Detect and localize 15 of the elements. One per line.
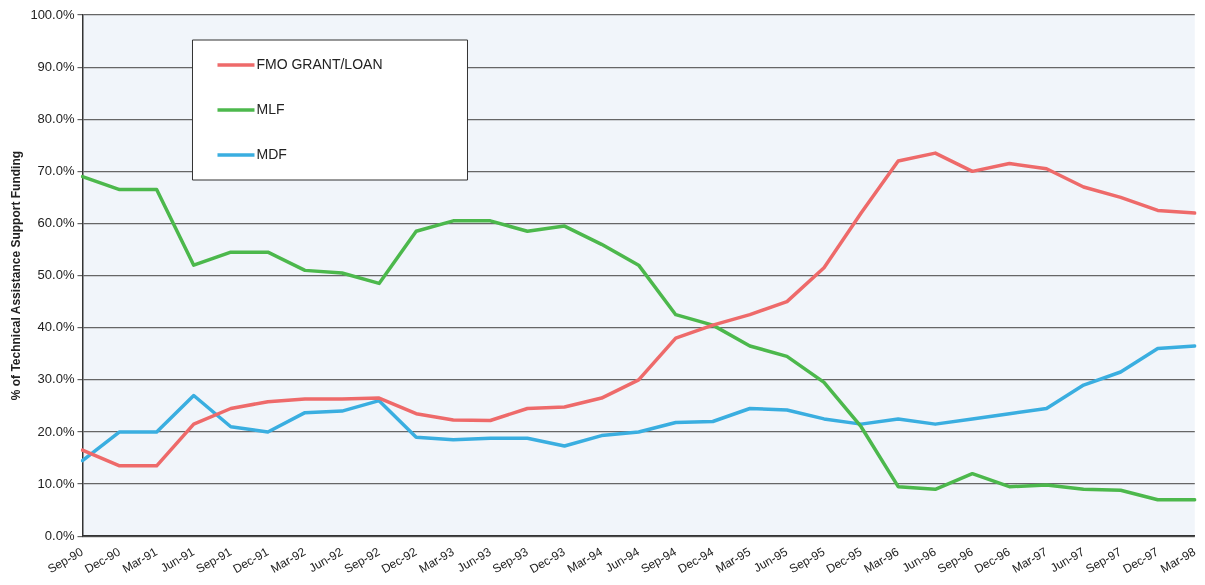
y-tick-label: 20.0% bbox=[37, 423, 75, 439]
y-tick-label: 0.0% bbox=[44, 527, 75, 543]
y-tick-label: 30.0% bbox=[37, 371, 75, 387]
y-tick-label: 80.0% bbox=[37, 110, 75, 126]
legend-label: MLF bbox=[256, 100, 285, 117]
y-axis-title: % of Technical Assistance Support Funding bbox=[8, 150, 23, 401]
legend-label: FMO GRANT/LOAN bbox=[256, 55, 383, 72]
y-tick-label: 50.0% bbox=[37, 267, 75, 283]
y-tick-label: 40.0% bbox=[37, 319, 75, 335]
y-tick-label: 60.0% bbox=[37, 215, 75, 231]
y-tick-label: 10.0% bbox=[37, 475, 75, 491]
y-tick-label: 70.0% bbox=[37, 162, 75, 178]
y-tick-label: 100.0% bbox=[30, 6, 75, 22]
y-tick-label: 90.0% bbox=[37, 58, 75, 74]
legend-label: MDF bbox=[256, 145, 287, 162]
